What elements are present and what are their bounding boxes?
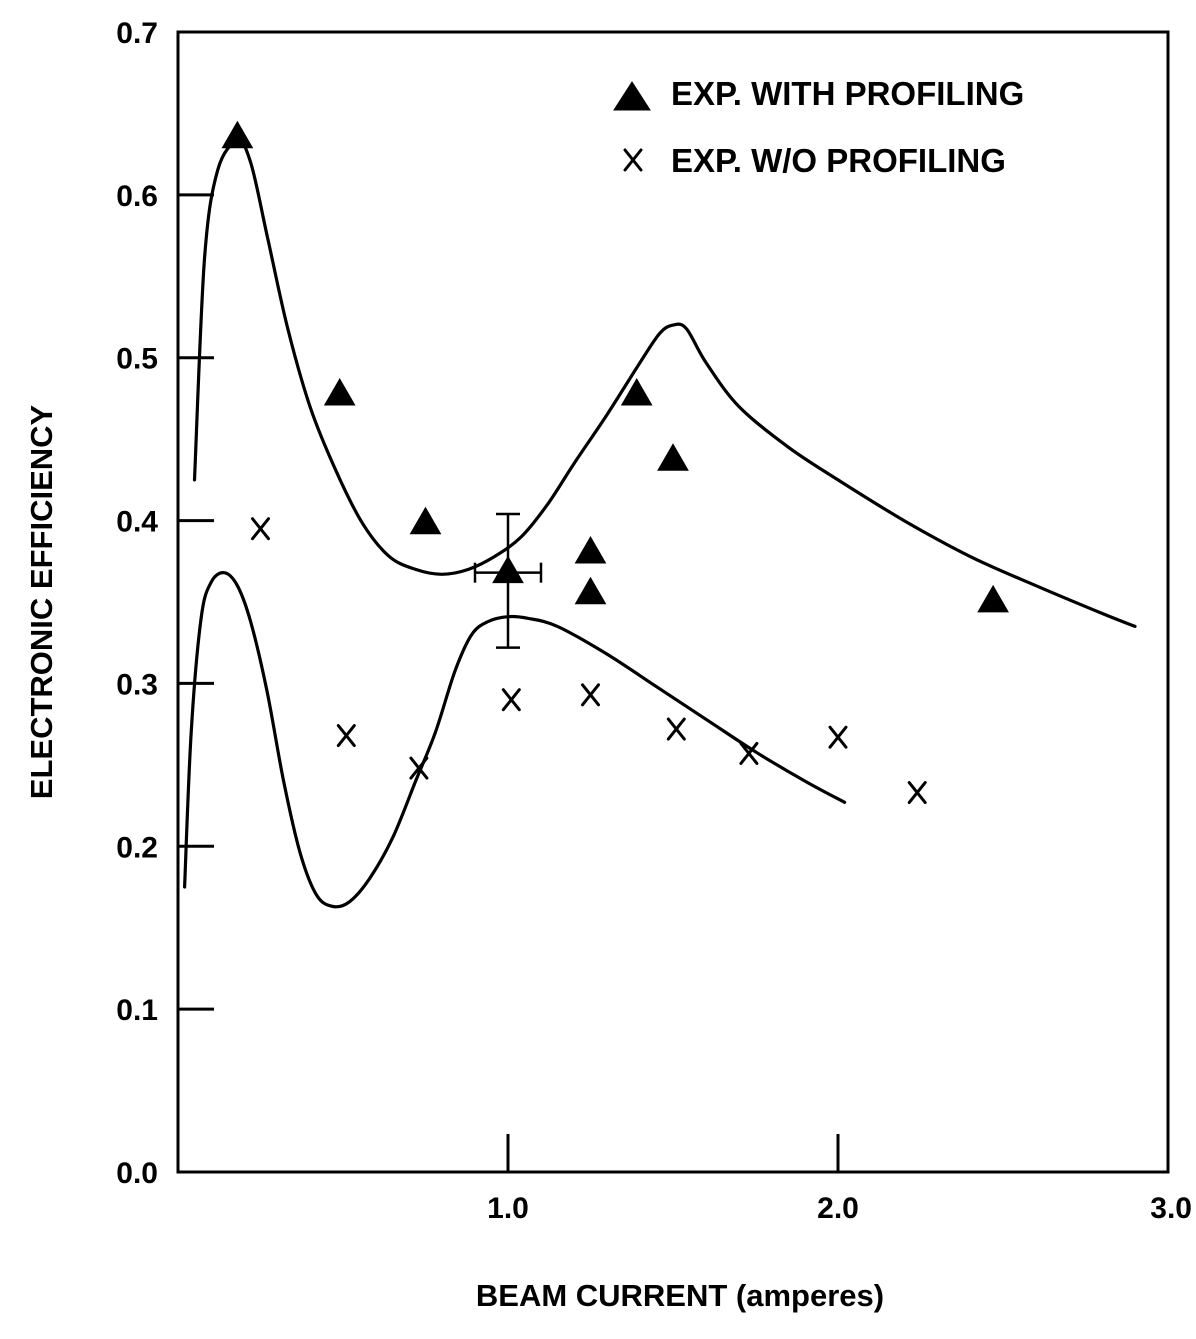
tick-marks xyxy=(178,193,840,1172)
y-axis-title: ELECTRONIC EFFICIENCY xyxy=(24,404,59,799)
point-without-profiling xyxy=(409,756,429,780)
point-with-profiling xyxy=(574,536,607,564)
legend-marker-x xyxy=(623,148,643,172)
plot-frame xyxy=(176,30,1170,1174)
curve-upper xyxy=(192,139,1137,628)
point-without-profiling xyxy=(251,517,270,541)
legend-label-with-profiling: EXP. WITH PROFILING xyxy=(671,75,1024,112)
curves xyxy=(183,139,1137,909)
tick-labels: 0.0 0.1 0.2 0.3 0.4 0.5 0.6 0.7 1.0 2.0 3.0 xyxy=(116,17,1192,1225)
point-without-profiling xyxy=(666,717,686,741)
curve-lower xyxy=(183,571,847,909)
point-without-profiling xyxy=(907,781,927,805)
y-tick-label: 0.0 xyxy=(116,1157,158,1190)
point-without-profiling xyxy=(828,725,848,749)
legend-marker-triangle xyxy=(613,81,651,111)
y-tick-label: 0.1 xyxy=(116,994,158,1027)
point-with-profiling xyxy=(977,584,1009,613)
point-with-profiling xyxy=(221,120,254,149)
point-with-profiling xyxy=(574,576,607,605)
y-tick-label: 0.3 xyxy=(116,668,158,701)
x-tick-label: 1.0 xyxy=(487,1192,529,1225)
point-without-profiling xyxy=(581,683,600,707)
y-tick-label: 0.7 xyxy=(116,17,158,50)
point-without-profiling xyxy=(336,724,356,748)
legend: EXP. WITH PROFILING EXP. W/O PROFILING xyxy=(613,75,1024,179)
point-with-profiling xyxy=(657,443,689,471)
x-tick-label: 3.0 xyxy=(1150,1192,1192,1225)
legend-label-without-profiling: EXP. W/O PROFILING xyxy=(671,142,1006,179)
y-tick-label: 0.5 xyxy=(116,343,158,376)
x-axis-title: BEAM CURRENT (amperes) xyxy=(476,1278,884,1313)
x-tick-label: 2.0 xyxy=(817,1192,859,1225)
point-with-profiling xyxy=(409,506,442,535)
y-tick-label: 0.6 xyxy=(116,180,158,213)
point-with-profiling xyxy=(323,378,356,406)
y-tick-label: 0.2 xyxy=(116,831,158,864)
point-without-profiling xyxy=(501,688,521,712)
point-with-profiling xyxy=(492,555,524,584)
point-with-profiling xyxy=(620,378,653,406)
data-points xyxy=(221,120,1009,805)
point-without-profiling xyxy=(739,741,759,765)
y-tick-label: 0.4 xyxy=(116,506,158,539)
